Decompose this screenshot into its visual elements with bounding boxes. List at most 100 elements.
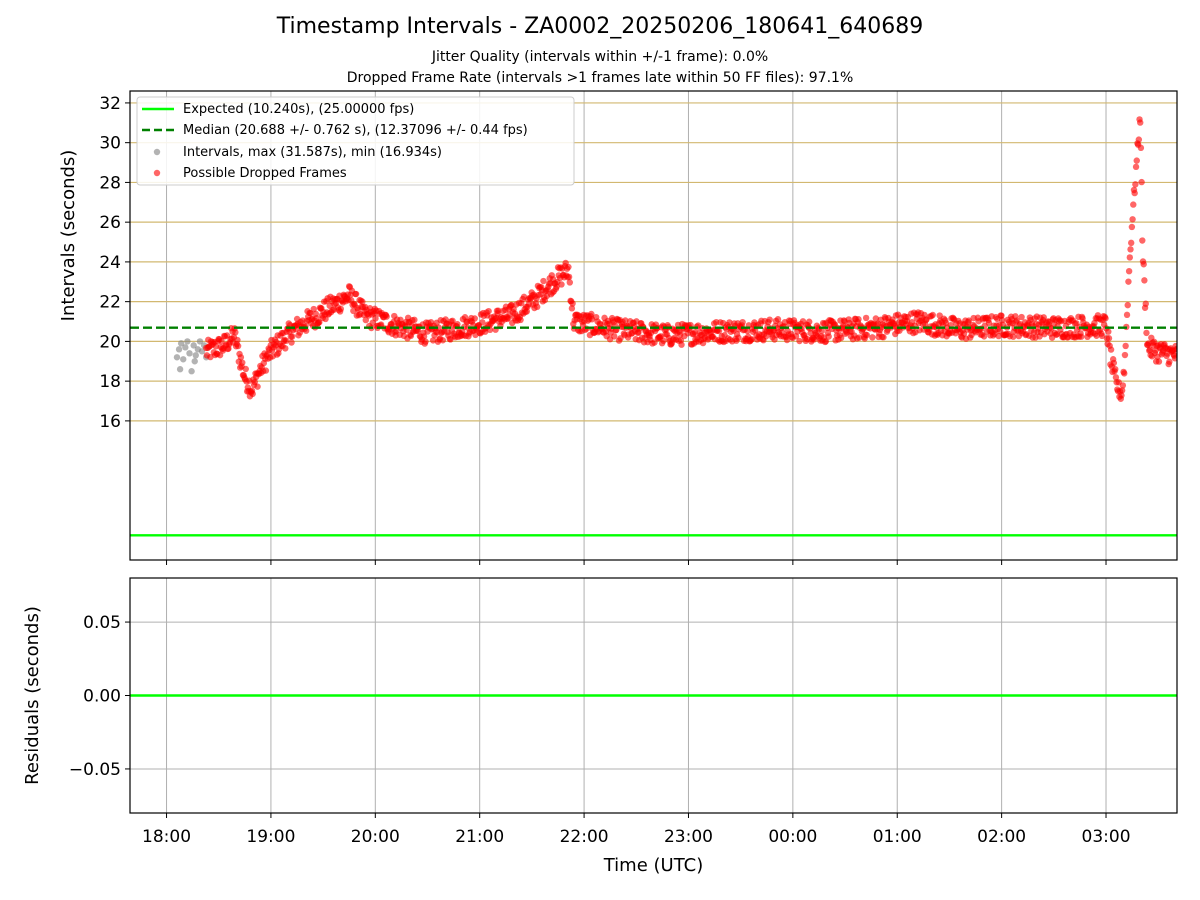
bottom-ytick-label-0: −0.05 [69, 760, 121, 780]
dropped-frame-point-362 [454, 321, 461, 328]
dropped-frame-point-74 [254, 383, 261, 390]
legend-intervals-swatch [153, 148, 161, 156]
dropped-frame-point-1351 [1140, 261, 1147, 268]
x-axis-label: Time (UTC) [603, 855, 704, 876]
interval-point-7 [188, 368, 195, 375]
interval-point-11 [196, 338, 204, 345]
dropped-frame-point-887 [818, 327, 825, 335]
dropped-frame-point-1349 [1139, 237, 1146, 244]
dropped-frame-point-1319 [1118, 392, 1125, 399]
dropped-frame-point-1335 [1129, 216, 1136, 223]
dropped-frame-point-812 [766, 316, 773, 323]
dropped-frame-point-20 [216, 351, 224, 359]
dropped-frame-point-123 [288, 339, 295, 346]
dropped-frame-point-1396 [1171, 355, 1177, 362]
dropped-frame-point-1352 [1141, 277, 1148, 284]
x-tick-label-5: 23:00 [664, 827, 713, 847]
dropped-frame-point-1311 [1112, 374, 1120, 381]
interval-point-5 [184, 338, 191, 345]
dropped-frame-point-67 [249, 390, 256, 398]
dropped-frame-point-352 [447, 336, 454, 343]
dropped-frame-point-86 [262, 367, 270, 374]
x-tick-label-4: 22:00 [560, 827, 609, 847]
dropped-frame-point-1333 [1128, 239, 1135, 247]
dropped-frame-point-50 [237, 354, 245, 361]
legend-box [136, 96, 575, 186]
dropped-frame-point-300 [411, 316, 418, 324]
top-ytick-label-7: 30 [99, 134, 121, 154]
dropped-frame-point-512 [558, 281, 565, 288]
dropped-frame-point-1334 [1128, 223, 1136, 231]
dropped-frame-point-163 [316, 319, 323, 326]
dropped-frame-point-1121 [980, 333, 988, 340]
dropped-frame-point-260 [383, 313, 390, 320]
dropped-frame-point-57 [242, 365, 249, 373]
dropped-frame-point-1142 [995, 332, 1002, 340]
dropped-frame-point-216 [352, 290, 360, 298]
dropped-frame-point-1291 [1098, 332, 1106, 340]
dropped-frame-point-555 [588, 310, 595, 318]
top-ytick-label-2: 20 [99, 332, 121, 352]
x-tick-label-3: 21:00 [455, 827, 504, 847]
dropped-frame-point-314 [420, 333, 428, 340]
top-plot-area [173, 116, 1177, 402]
dropped-frame-point-52 [239, 359, 246, 366]
dropped-frame-point-1373 [1155, 358, 1163, 365]
dropped-frame-point-685 [678, 341, 685, 348]
bottom-y-axis-label: Residuals (seconds) [22, 606, 43, 785]
dropped-frame-point-1280 [1091, 319, 1098, 327]
dropped-frame-point-1300 [1105, 328, 1112, 335]
dropped-frame-point-659 [660, 337, 667, 344]
dropped-frame-point-1047 [929, 311, 936, 319]
dropped-frame-point-115 [282, 337, 290, 345]
top-plot-frame [129, 90, 1178, 561]
dropped-frame-point-335 [435, 324, 442, 331]
dropped-frame-point-588 [611, 333, 618, 340]
top-ytick-label-8: 32 [99, 94, 121, 114]
dropped-frame-point-837 [783, 336, 791, 344]
dropped-frame-point-951 [862, 314, 870, 322]
dropped-frame-point-528 [569, 300, 576, 307]
dropped-frame-point-523 [565, 273, 573, 281]
top-ytick-label-3: 22 [99, 293, 121, 313]
dropped-frame-point-1310 [1112, 365, 1119, 373]
dropped-frame-point-327 [429, 337, 437, 344]
dropped-frame-point-1304 [1107, 346, 1115, 353]
top-y-axis-label: Intervals (seconds) [58, 150, 79, 322]
dropped-frame-point-1163 [1010, 333, 1017, 340]
dropped-frame-point-1321 [1119, 382, 1127, 389]
dropped-frame-point-407 [485, 307, 492, 315]
dropped-frame-point-1226 [1053, 330, 1061, 338]
interval-point-1 [175, 346, 183, 353]
interval-point-3 [180, 356, 187, 363]
dropped-frame-point-387 [471, 315, 478, 322]
dropped-frame-point-398 [479, 319, 486, 326]
dropped-frame-point-22 [218, 337, 225, 345]
legend-intervals-label: Intervals, max (31.587s), min (16.934s) [183, 145, 442, 160]
dropped-frame-point-1346 [1137, 119, 1144, 126]
dropped-frame-point-155 [310, 305, 317, 313]
interval-point-0 [173, 354, 181, 361]
dropped-frame-point-225 [359, 298, 366, 305]
legend-median-label: Median (20.688 +/- 0.762 s), (12.37096 +… [183, 123, 528, 138]
dropped-frame-point-421 [495, 307, 502, 314]
dropped-frame-point-739 [715, 327, 723, 335]
dropped-frame-point-1339 [1132, 181, 1139, 188]
dropped-frame-point-522 [565, 263, 572, 271]
interval-point-16 [176, 366, 184, 373]
dropped-frame-point-773 [739, 318, 746, 326]
dropped-frame-point-786 [748, 336, 755, 343]
dropped-frame-point-194 [337, 305, 345, 313]
dropped-frame-point-1388 [1166, 358, 1173, 365]
bottom-ytick-label-1: 0.00 [83, 687, 121, 707]
dropped-frame-point-1340 [1132, 163, 1140, 171]
x-tick-label-8: 02:00 [977, 827, 1026, 847]
top-ytick-label-5: 26 [99, 213, 121, 233]
dropped-frame-point-1347 [1137, 144, 1145, 152]
dropped-frame-point-505 [553, 283, 560, 290]
dropped-frame-point-244 [372, 315, 379, 322]
dropped-frame-point-1341 [1133, 157, 1140, 164]
dropped-frame-point-1261 [1078, 333, 1085, 340]
dropped-frame-point-915 [837, 334, 845, 342]
